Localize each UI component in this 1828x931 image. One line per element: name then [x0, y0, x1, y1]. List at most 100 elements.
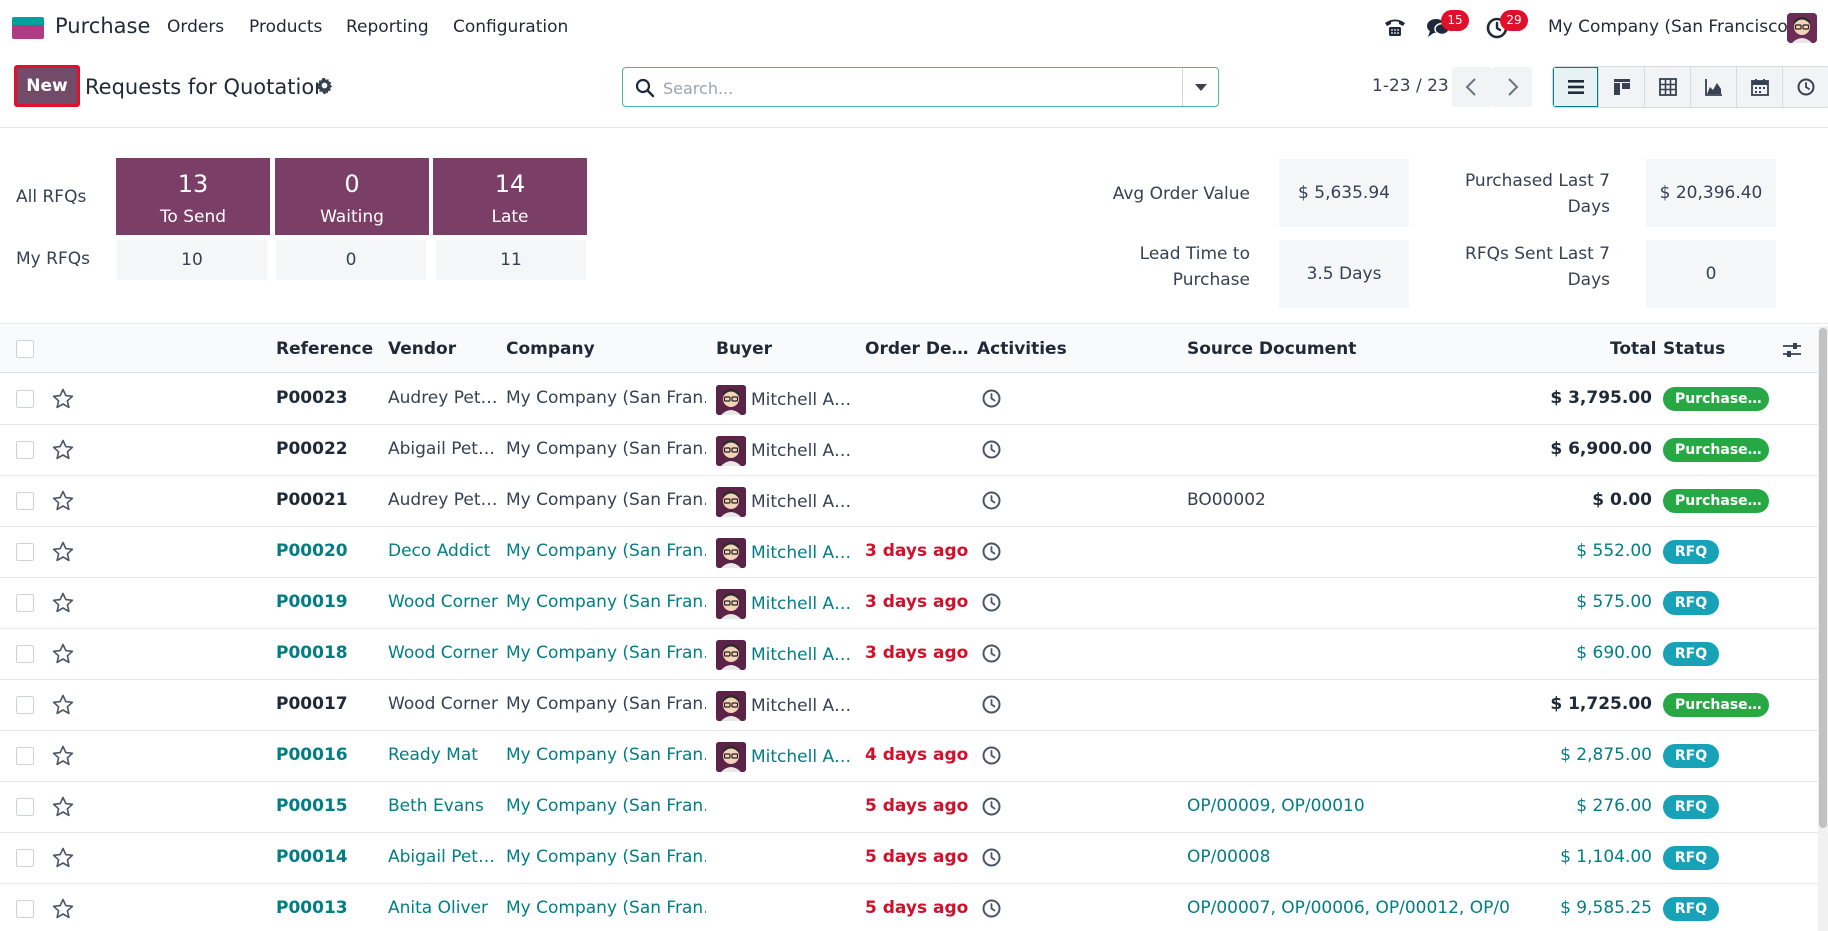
column-order-deadline[interactable]: Order De… [865, 339, 969, 359]
table-row[interactable]: P00019 Wood Corner My Company (San Fran… Mi… [0, 578, 1818, 629]
activity-clock-icon[interactable] [981, 592, 1002, 613]
cell-reference[interactable]: P00014 [276, 847, 348, 867]
table-row[interactable]: P00013 Anita Oliver My Company (San Fran… 5… [0, 884, 1818, 931]
user-avatar[interactable] [1787, 13, 1817, 43]
new-button[interactable]: New [14, 65, 80, 107]
cell-reference[interactable]: P00019 [276, 592, 348, 612]
list-scrollbar[interactable] [1818, 326, 1828, 931]
row-checkbox[interactable] [16, 849, 34, 867]
tile-to-send[interactable]: 13 To Send [116, 158, 270, 235]
tile-late[interactable]: 14 Late [433, 158, 587, 235]
activity-clock-icon[interactable] [981, 439, 1002, 460]
star-icon[interactable] [51, 897, 75, 921]
activity-clock-icon[interactable] [981, 541, 1002, 562]
star-icon[interactable] [51, 438, 75, 462]
table-row[interactable]: P00016 Ready Mat My Company (San Fran… Mitc… [0, 731, 1818, 782]
my-waiting[interactable]: 0 [276, 240, 426, 280]
my-to-send[interactable]: 10 [117, 240, 267, 280]
menu-reporting[interactable]: Reporting [346, 17, 429, 37]
activity-clock-icon[interactable] [981, 388, 1002, 409]
star-icon[interactable] [51, 489, 75, 513]
search-options-toggle[interactable] [1182, 68, 1218, 106]
column-vendor[interactable]: Vendor [388, 339, 457, 359]
pager-next-button[interactable] [1492, 67, 1532, 107]
cell-reference[interactable]: P00015 [276, 796, 348, 816]
table-row[interactable]: P00023 Audrey Pet… My Company (San Fran… Mi… [0, 374, 1818, 425]
menu-configuration[interactable]: Configuration [453, 17, 569, 37]
pivot-view-button[interactable] [1645, 67, 1691, 107]
my-late[interactable]: 11 [436, 240, 586, 280]
star-icon[interactable] [51, 642, 75, 666]
table-row[interactable]: P00018 Wood Corner My Company (San Fran… Mi… [0, 629, 1818, 680]
star-icon[interactable] [51, 693, 75, 717]
purchase-app-icon[interactable] [12, 17, 44, 39]
star-icon[interactable] [51, 540, 75, 564]
activity-clock-icon[interactable] [981, 490, 1002, 511]
row-checkbox[interactable] [16, 441, 34, 459]
table-row[interactable]: P00015 Beth Evans My Company (San Fran… 5 d… [0, 782, 1818, 833]
menu-orders[interactable]: Orders [167, 17, 225, 37]
star-icon[interactable] [51, 744, 75, 768]
star-icon[interactable] [51, 795, 75, 819]
column-company[interactable]: Company [506, 339, 595, 359]
pager-previous-button[interactable] [1452, 67, 1492, 107]
row-checkbox[interactable] [16, 696, 34, 714]
activity-clock-icon[interactable] [981, 694, 1002, 715]
app-name[interactable]: Purchase [55, 14, 151, 38]
table-row[interactable]: P00022 Abigail Pet… My Company (San Fran… M… [0, 425, 1818, 476]
scrollbar-thumb[interactable] [1819, 328, 1827, 828]
cell-reference[interactable]: P00013 [276, 898, 348, 918]
row-checkbox[interactable] [16, 594, 34, 612]
cell-reference[interactable]: P00023 [276, 388, 348, 408]
calendar-view-button[interactable] [1737, 67, 1783, 107]
menu-products[interactable]: Products [249, 17, 323, 37]
activity-clock-icon[interactable] [981, 796, 1002, 817]
column-status[interactable]: Status [1663, 339, 1726, 359]
column-activities[interactable]: Activities [977, 339, 1067, 359]
cell-reference[interactable]: P00018 [276, 643, 348, 663]
cell-reference[interactable]: P00020 [276, 541, 348, 561]
column-buyer[interactable]: Buyer [716, 339, 773, 359]
lead-time-label-line2: Purchase [1172, 270, 1250, 290]
cell-reference[interactable]: P00022 [276, 439, 348, 459]
activity-clock-icon[interactable] [981, 898, 1002, 919]
cell-order-deadline: 4 days ago [865, 745, 969, 765]
table-row[interactable]: P00021 Audrey Pet… My Company (San Fran… Mi… [0, 476, 1818, 527]
search-input[interactable] [663, 76, 1183, 100]
star-icon[interactable] [51, 387, 75, 411]
column-source-document[interactable]: Source Document [1187, 339, 1357, 359]
gear-icon[interactable] [316, 77, 333, 94]
company-switcher[interactable]: My Company (San Francisco) [1548, 17, 1795, 37]
cell-reference[interactable]: P00021 [276, 490, 348, 510]
list-view-button[interactable] [1553, 67, 1599, 107]
activity-clock-icon[interactable] [981, 847, 1002, 868]
activity-clock-icon[interactable] [981, 643, 1002, 664]
table-row[interactable]: P00014 Abigail Pet… My Company (San Fran… 5… [0, 833, 1818, 884]
phone-icon[interactable] [1382, 14, 1408, 40]
cell-reference[interactable]: P00017 [276, 694, 348, 714]
tile-waiting[interactable]: 0 Waiting [275, 158, 429, 235]
kanban-view-button[interactable] [1599, 67, 1645, 107]
row-checkbox[interactable] [16, 900, 34, 918]
select-all-checkbox[interactable] [16, 340, 34, 358]
row-checkbox[interactable] [16, 747, 34, 765]
table-row[interactable]: P00020 Deco Addict My Company (San Fran… Mi… [0, 527, 1818, 578]
row-checkbox[interactable] [16, 492, 34, 510]
activity-clock-icon[interactable] [981, 745, 1002, 766]
row-checkbox[interactable] [16, 645, 34, 663]
buyer-avatar [716, 538, 746, 568]
column-reference[interactable]: Reference [276, 339, 374, 359]
cell-total: $ 2,875.00 [1560, 745, 1652, 765]
cell-reference[interactable]: P00016 [276, 745, 348, 765]
activity-view-button[interactable] [1783, 67, 1828, 107]
star-icon[interactable] [51, 591, 75, 615]
graph-view-button[interactable] [1691, 67, 1737, 107]
pager-value[interactable]: 1-23 / 23 [1372, 76, 1449, 96]
table-row[interactable]: P00017 Wood Corner My Company (San Fran… Mi… [0, 680, 1818, 731]
star-icon[interactable] [51, 846, 75, 870]
row-checkbox[interactable] [16, 390, 34, 408]
row-checkbox[interactable] [16, 798, 34, 816]
column-total[interactable]: Total [1610, 339, 1657, 359]
row-checkbox[interactable] [16, 543, 34, 561]
optional-columns-icon[interactable] [1782, 341, 1802, 359]
